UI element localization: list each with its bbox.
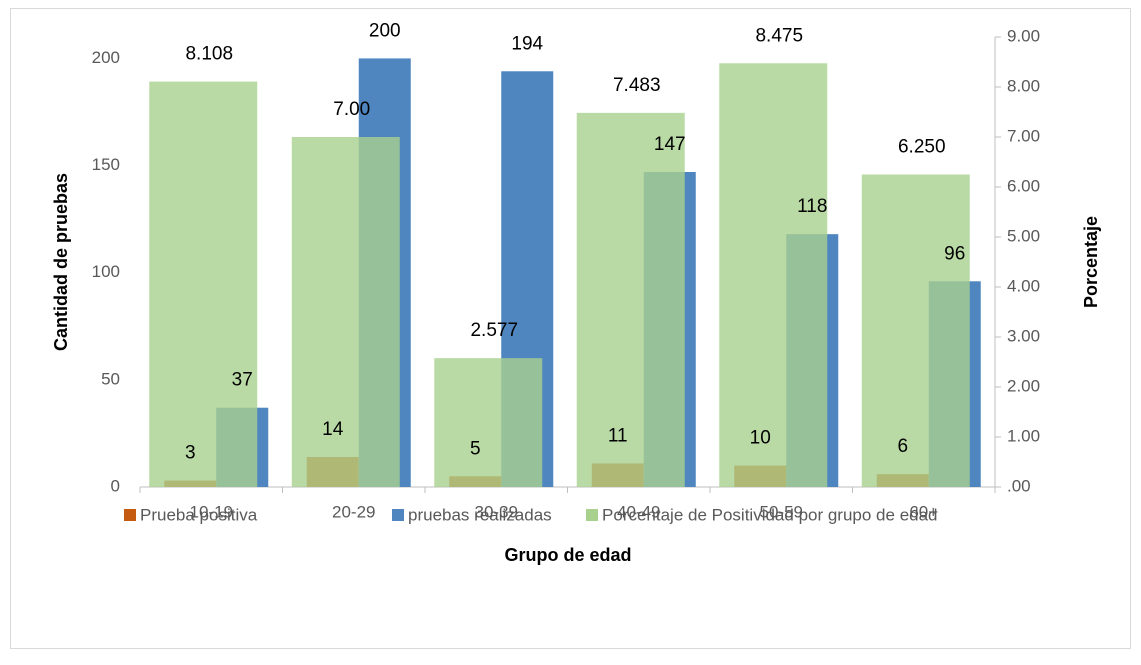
y2-tick-label: 6.00	[1007, 176, 1040, 195]
data-label: 7.00	[333, 99, 370, 120]
y-axis-title: Cantidad de pruebas	[51, 173, 71, 351]
data-label: 118	[797, 196, 827, 217]
data-label: 8.475	[755, 25, 803, 46]
data-label: 200	[369, 20, 401, 41]
data-label: 11	[608, 425, 628, 446]
legend-label: pruebas realizadas	[408, 505, 552, 524]
data-label: 14	[322, 419, 344, 440]
y-tick-label: 200	[92, 48, 120, 67]
y-tick-label: 50	[101, 369, 120, 388]
y-tick-label: 0	[111, 476, 120, 495]
x-tick-label: 40-49	[617, 502, 660, 521]
data-label: 6	[897, 436, 908, 457]
data-label: 96	[944, 243, 965, 264]
data-label: 7.483	[613, 75, 661, 96]
bar	[861, 174, 970, 487]
data-label: 2.577	[470, 320, 518, 341]
y2-tick-label: 9.00	[1007, 26, 1040, 45]
data-label: 37	[232, 370, 253, 391]
bar	[291, 137, 400, 487]
y2-tick-label: 2.00	[1007, 376, 1040, 395]
y2-tick-label: 7.00	[1007, 126, 1040, 145]
x-tick-label: 30-39	[475, 502, 518, 521]
bar	[434, 358, 543, 487]
legend-swatch	[124, 509, 136, 521]
data-label: 5	[470, 438, 481, 459]
x-axis-title: Grupo de edad	[504, 545, 631, 565]
x-tick-label: 20-29	[332, 502, 375, 521]
y2-tick-label: 8.00	[1007, 76, 1040, 95]
y-tick-label: 100	[92, 262, 120, 281]
bar	[576, 112, 685, 487]
data-label: 10	[750, 428, 771, 449]
bar	[719, 63, 828, 487]
x-tick-label: 10-19	[190, 502, 233, 521]
bar	[149, 81, 258, 487]
y-tick-label: 150	[92, 155, 120, 174]
legend-label: Porcentaje de Positividad por grupo de e…	[602, 505, 938, 524]
data-label: 6.250	[898, 137, 946, 158]
data-label: 194	[511, 33, 543, 54]
y2-tick-label: 1.00	[1007, 426, 1040, 445]
y2-tick-label: .00	[1007, 476, 1031, 495]
y2-tick-label: 3.00	[1007, 326, 1040, 345]
legend-swatch	[392, 509, 404, 521]
legend-swatch	[586, 509, 598, 521]
y2-tick-label: 5.00	[1007, 226, 1040, 245]
data-label: 8.108	[185, 44, 233, 65]
x-tick-label: 50-59	[760, 502, 803, 521]
data-label: 147	[654, 134, 686, 155]
y2-tick-label: 4.00	[1007, 276, 1040, 295]
data-label: 3	[185, 443, 196, 464]
x-tick-label: 60+	[909, 502, 938, 521]
y2-axis-title: Porcentaje	[1081, 216, 1101, 308]
legend-label: Prueba positiva	[140, 505, 258, 524]
